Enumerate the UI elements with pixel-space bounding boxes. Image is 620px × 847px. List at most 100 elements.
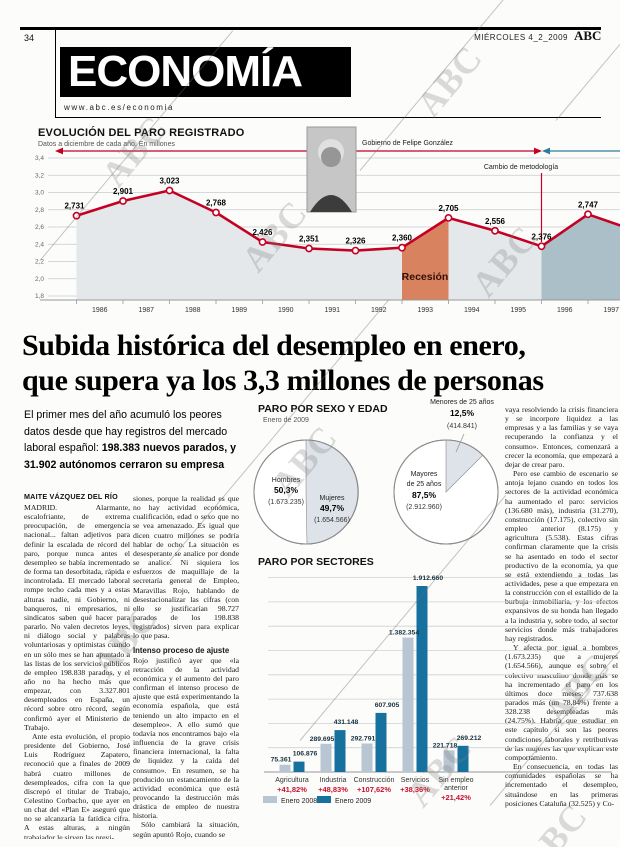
bar-pct-change: +21,42% [441,793,471,802]
bar-2009-2 [375,712,387,772]
bar-pct-change: +38,36% [400,785,430,794]
headline: Subida histórica del desempleo en enero,… [22,328,612,398]
lead-paragraph: El primer mes del año acumuló los peores… [24,407,239,473]
bar-category: Construcción [354,777,395,784]
bar-2009-4 [457,745,469,772]
year-tick: 1997 [603,307,619,314]
year-tick: 1990 [278,307,294,314]
abc-masthead: ABC [574,28,602,43]
sex-age-pie-charts: Hombres 50,3% (1.673.235) Mujeres 49,7% (1.65… [240,392,520,567]
svg-text:2,0: 2,0 [35,276,44,283]
bar-value-2009: 269.212 [457,735,482,742]
article-paragraph: Y afecta por igual a hombres (1.673.235)… [505,643,618,762]
section-banner: ECONOMÍA [60,47,351,97]
article-paragraph: Rojo justificó ayer que «la retracción d… [133,655,239,821]
data-point-marker [537,242,546,251]
bar-2008-1 [320,743,332,772]
svg-text:Mujeres: Mujeres [320,495,345,502]
data-point-marker [165,186,174,195]
unemployment-evolution-chart: 3,4 3,2 3,0 2,8 2,6 2,4 2,2 2,0 1,8 Recesión 1986 1… [0,124,620,320]
mujeres-slice [305,439,359,545]
svg-text:(2.912.960): (2.912.960) [406,504,442,511]
year-tick: 1989 [231,307,247,314]
legend-2009: Enero 2009 [335,798,371,805]
lead-bold: 198.383 nuevos parados, y 31.902 autónom… [24,442,237,471]
article-paragraph: Pero ese cambio de escenario se antoja l… [505,469,618,643]
section-title: ECONOMÍA [68,47,303,96]
article-paragraph: MADRID. Alarmante, escalofriante, de ext… [24,503,130,732]
svg-text:(414.841): (414.841) [447,423,477,430]
data-point-label: 2,731 [64,202,85,211]
year-tick: 1991 [324,307,340,314]
bar-2009-3 [416,586,428,772]
year-tick: 1994 [464,307,480,314]
menores-label: Menores de 25 años 12,5% (414.841) [430,399,494,430]
bar-value-2008: 75.361 [271,757,292,764]
bar-value-2009: 607.905 [375,702,400,709]
svg-text:87,5%: 87,5% [412,490,437,500]
bar-value-2008: 292.791 [351,736,376,743]
bar-2009-1 [334,730,346,772]
bar-pct-change: +48,83% [318,785,348,794]
header-vertical-rule [55,30,56,118]
data-point-label: 2,556 [485,217,506,226]
year-tick: 1986 [92,307,108,314]
pie-chart-subtitle: Enero de 2009 [263,417,309,424]
bar-2008-2 [361,743,373,772]
bar-value-2009: 106.876 [293,751,318,758]
svg-text:2,8: 2,8 [35,207,44,214]
year-tick: 1988 [185,307,201,314]
article-column-2: siones, porque la realidad es que no hay… [133,494,239,839]
methodology-change-label: Cambio de metodología [484,164,558,171]
svg-text:3,0: 3,0 [35,190,44,197]
svg-text:3,2: 3,2 [35,172,44,179]
bar-value-2009: 1.912.660 [413,575,443,582]
bar-value-2008: 289.695 [310,736,335,743]
year-tick: 1993 [417,307,433,314]
article-paragraph: En consecuencia, en todas las comunidade… [505,762,618,808]
bar-2009-0 [293,761,305,772]
data-point-label: 2,351 [299,235,320,244]
top-rule [20,27,601,30]
headline-line1: Subida histórica del desempleo en enero, [22,329,526,362]
data-point-marker [444,214,453,222]
bar-2008-4 [443,750,455,772]
svg-text:Hombres: Hombres [272,477,301,484]
recession-label: Recesión [402,271,449,283]
year-tick: 1995 [510,307,526,314]
svg-text:(1.654.566): (1.654.566) [314,517,350,524]
data-point-marker [584,210,592,219]
date-line: MIÉRCOLES 4_2_2009 [474,33,568,42]
abc-watermark: ABC [408,37,491,125]
data-point-label: 2,426 [252,228,273,237]
svg-text:12,5%: 12,5% [450,408,475,418]
svg-text:2,6: 2,6 [35,224,44,231]
sectors-bar-chart: 75.361 106.876 Agricultura +41,82% 289.695 43… [240,565,620,817]
article-column-1: MADRID. Alarmante, escalofriante, de ext… [24,503,130,839]
svg-text:49,7%: 49,7% [320,503,345,513]
bar-category: anterior [444,785,468,792]
svg-text:Mayores: Mayores [411,471,438,478]
data-point-label: 2,747 [578,200,599,209]
bar-value-2009: 431.148 [334,719,359,726]
year-tick: 1987 [138,307,154,314]
bar-pct-change: +41,82% [277,785,307,794]
gonzalez-government-label: Gobierno de Felipe González [362,140,454,147]
bar-chart-title: PARO POR SECTORES [258,556,374,568]
article-column-3: vaya resolviendo la crisis financiera y … [505,405,618,839]
data-point-label: 2,901 [113,187,134,196]
svg-text:50,3%: 50,3% [274,485,299,495]
svg-text:de 25 años: de 25 años [407,481,442,488]
data-point-label: 2,768 [206,199,227,208]
svg-text:3,4: 3,4 [35,155,44,162]
article-paragraph: Sólo cambiará la situación, según apuntó… [133,820,239,839]
data-point-marker [305,244,313,253]
svg-text:2,4: 2,4 [35,241,44,248]
year-tick: 1992 [371,307,387,314]
post-1996-area [541,214,620,300]
data-point-label: 2,705 [438,204,459,213]
line-chart-subtitle: Datos a diciembre de cada año. En millon… [38,141,175,148]
article-paragraph: vaya resolviendo la crisis financiera y … [505,405,618,469]
